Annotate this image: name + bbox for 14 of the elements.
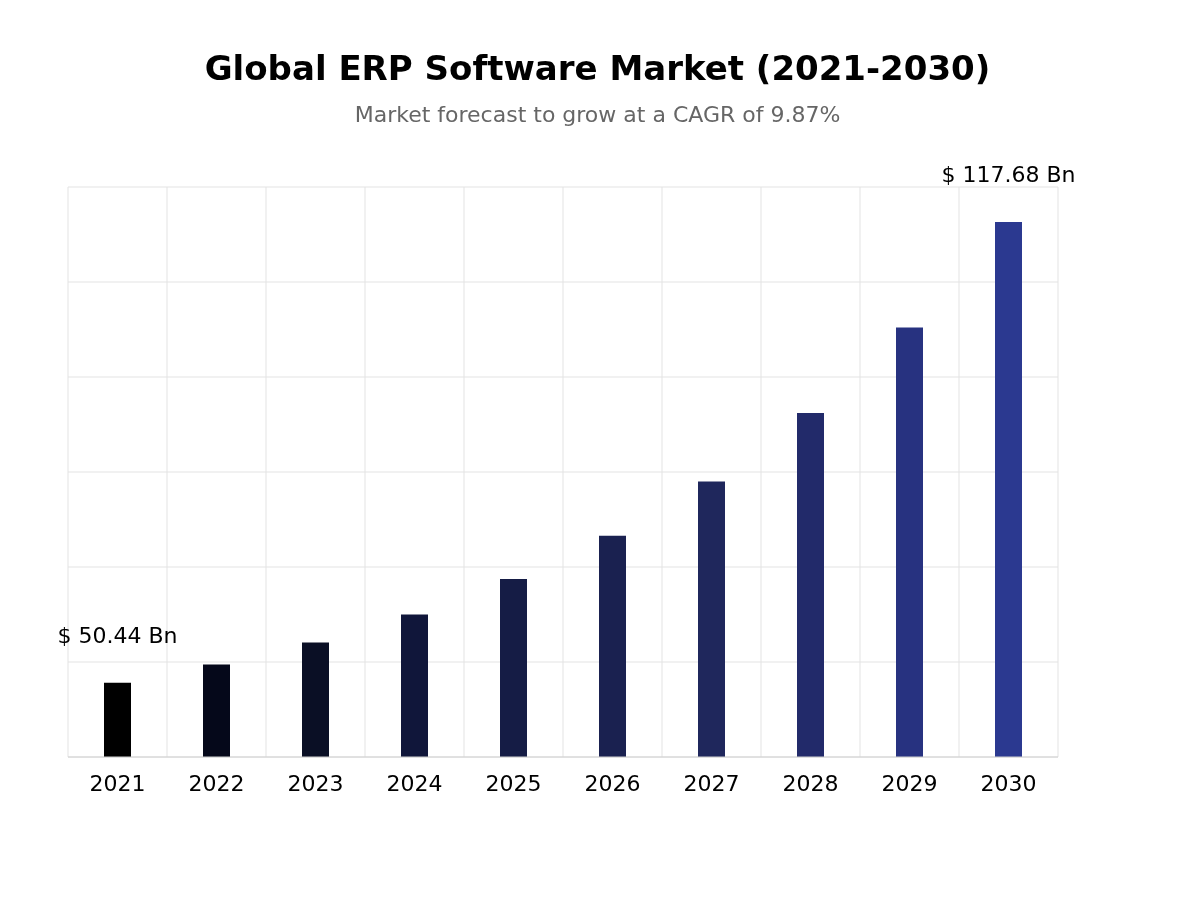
data-label: $ 117.68 Bn: [941, 162, 1076, 188]
x-tick-label: 2022: [188, 770, 245, 796]
x-tick-label: 2026: [584, 770, 641, 796]
x-tick-label: 2024: [386, 770, 443, 796]
x-tick-label: 2028: [782, 770, 839, 796]
x-tick-label: 2025: [485, 770, 542, 796]
chart-subtitle: Market forecast to grow at a CAGR of 9.87%: [353, 102, 842, 127]
x-tick-label: 2021: [89, 770, 146, 796]
chart-title: Global ERP Software Market (2021-2030): [203, 47, 992, 88]
x-tick-label: 2027: [683, 770, 740, 796]
x-tick-label: 2029: [881, 770, 938, 796]
x-tick-label: 2030: [980, 770, 1037, 796]
data-label: $ 50.44 Bn: [57, 622, 178, 648]
x-tick-label: 2023: [287, 770, 344, 796]
